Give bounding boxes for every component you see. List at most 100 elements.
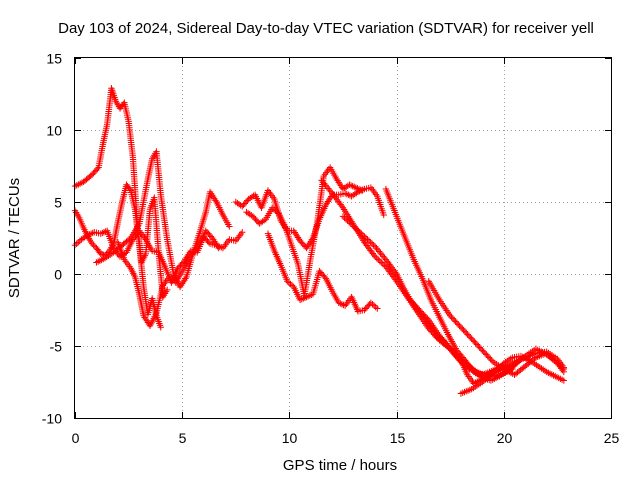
data-point [166, 273, 173, 281]
data-point [376, 257, 383, 265]
data-point [348, 193, 355, 200]
data-point [353, 226, 360, 233]
data-point [367, 239, 374, 246]
data-point [370, 302, 378, 309]
series-arc7 [243, 164, 366, 299]
data-point [447, 345, 455, 353]
data-point [463, 329, 470, 337]
data-point [484, 352, 491, 360]
y-tick-label: -5 [50, 339, 63, 355]
series-arc8 [264, 230, 381, 315]
data-point [341, 190, 349, 197]
y-tick-label: -10 [42, 411, 62, 427]
data-point [287, 280, 294, 288]
data-point [88, 240, 96, 247]
tick-labels: 0 5 10 15 20 25 -10 -5 0 5 10 15 [42, 51, 620, 447]
data-point [343, 190, 350, 198]
data-point [348, 221, 356, 229]
data-point [450, 348, 457, 355]
data-point [79, 235, 87, 242]
data-point [327, 188, 335, 195]
data-point [447, 312, 454, 319]
data-point [362, 234, 370, 242]
data-point [356, 229, 364, 236]
data-point [454, 352, 462, 360]
data-point [377, 249, 384, 257]
data-point [354, 185, 361, 192]
data-point [373, 245, 380, 252]
x-tick-label: 15 [390, 430, 406, 446]
data-point [456, 322, 463, 330]
x-axis-label: GPS time / hours [283, 457, 397, 474]
data-point [326, 186, 333, 194]
data-point [483, 351, 490, 358]
data-point [306, 292, 313, 299]
data-point [358, 230, 365, 237]
data-point [157, 324, 164, 331]
data-point [381, 254, 388, 262]
data-point [347, 182, 355, 189]
data-point [452, 318, 459, 325]
data-point [353, 189, 360, 197]
data-point [364, 236, 371, 243]
data-point [215, 244, 222, 252]
data-point [412, 302, 419, 309]
data-point [341, 214, 348, 222]
data-point [371, 253, 379, 260]
data-point [375, 256, 382, 263]
data-point [453, 319, 461, 327]
data-point [449, 315, 457, 322]
data-point [90, 242, 97, 249]
data-point [460, 326, 467, 334]
data-point [322, 182, 329, 189]
data-point [259, 218, 266, 225]
data-point [272, 207, 279, 214]
data-point [465, 332, 473, 340]
data-point [339, 185, 347, 193]
data-point [375, 248, 383, 255]
data-point [97, 230, 104, 237]
data-point [273, 208, 281, 216]
x-tick-label: 20 [497, 430, 513, 446]
y-tick-label: 15 [46, 51, 62, 67]
data-point [288, 282, 296, 289]
data-point [413, 303, 420, 311]
data-point [422, 314, 430, 321]
data-point [226, 223, 233, 230]
y-tick-label: 10 [46, 123, 62, 139]
data-point [560, 364, 568, 371]
data-point [473, 341, 481, 348]
data-point [352, 224, 359, 232]
data-point [488, 371, 495, 378]
data-point [325, 185, 332, 192]
data-point [323, 183, 331, 191]
data-point [471, 338, 478, 345]
data-point [318, 177, 325, 184]
data-point [457, 324, 465, 331]
series-arc11 [382, 185, 520, 384]
data-point [379, 260, 387, 268]
data-point [321, 273, 328, 281]
data-point [370, 251, 378, 259]
data-point [78, 236, 85, 243]
data-point [468, 335, 475, 342]
data-point [300, 295, 307, 302]
data-point [347, 220, 354, 227]
data-point [335, 299, 342, 306]
data-point [373, 254, 380, 262]
data-point [456, 354, 463, 361]
data-point [372, 303, 379, 311]
data-point [296, 296, 304, 304]
data-point [349, 182, 356, 190]
data-point [374, 246, 382, 254]
data-point [321, 180, 328, 187]
data-point [480, 348, 487, 355]
data-point [337, 300, 344, 307]
y-tick-label: 5 [54, 195, 62, 211]
data-point [339, 213, 347, 220]
data-point [270, 206, 278, 213]
data-point [469, 337, 477, 344]
data-point [351, 183, 358, 191]
data-point [488, 357, 495, 364]
